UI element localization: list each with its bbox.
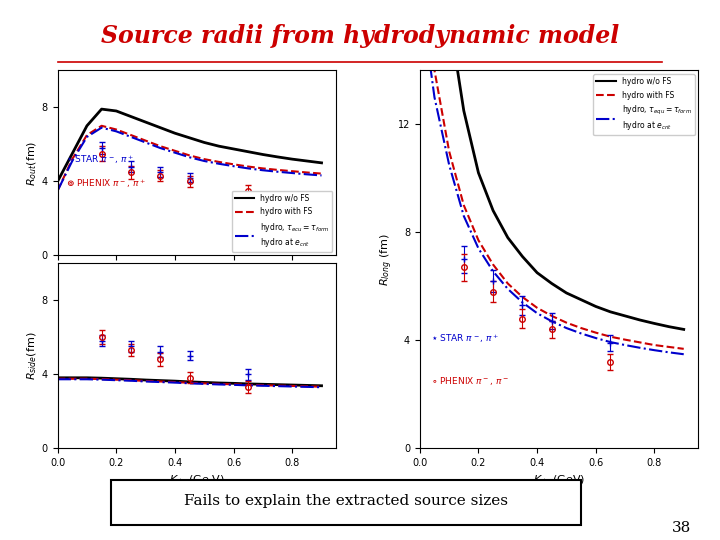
Text: $\mathbf{\star}$ STAR $\pi^-$, $\pi^+$: $\mathbf{\star}$ STAR $\pi^-$, $\pi^+$ [431,333,499,346]
Text: $\mathbf{\circledcirc}$ PHENIX $\pi^-$, $\pi^+$: $\mathbf{\circledcirc}$ PHENIX $\pi^-$, … [66,177,146,190]
Y-axis label: $R_{side}$(fm): $R_{side}$(fm) [25,332,39,380]
X-axis label: $K_\perp$ (GeV): $K_\perp$ (GeV) [533,474,585,487]
Legend: hydro w/o FS, hydro with FS, hydro, $\tau_{equ}=\tau_{form}$
hydro at $e_{crit}$: hydro w/o FS, hydro with FS, hydro, $\ta… [593,74,695,135]
Text: Fails to explain the extracted source sizes: Fails to explain the extracted source si… [184,494,508,508]
Text: $\mathbf{\star}$ STAR $\pi^-$, $\pi^+$: $\mathbf{\star}$ STAR $\pi^-$, $\pi^+$ [66,153,134,166]
X-axis label: $K_\perp$ (Ge.V): $K_\perp$ (Ge.V) [169,474,225,487]
Text: Source radii from hydrodynamic model: Source radii from hydrodynamic model [101,24,619,48]
Text: $\mathbf{\circ}$ PHENIX $\pi^-$, $\pi^-$: $\mathbf{\circ}$ PHENIX $\pi^-$, $\pi^-$ [431,375,509,387]
Legend: hydro w/o FS, hydro with FS, hydro, $\tau_{ecu}=\tau_{form}$
hydro at $e_{crit}$: hydro w/o FS, hydro with FS, hydro, $\ta… [232,191,333,252]
Y-axis label: $R_{long}$ (fm): $R_{long}$ (fm) [379,233,395,286]
FancyBboxPatch shape [111,480,580,524]
Y-axis label: $R_{out}$(fm): $R_{out}$(fm) [25,140,39,186]
Text: 38: 38 [672,521,691,535]
